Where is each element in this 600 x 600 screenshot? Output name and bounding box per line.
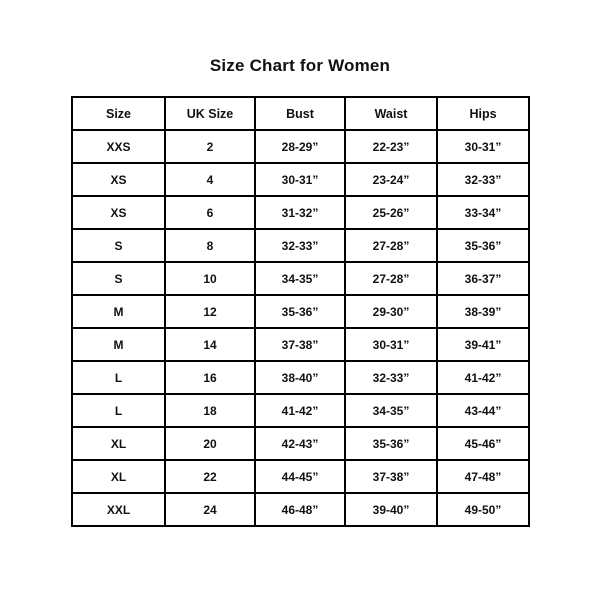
table-row: M 14 37-38” 30-31” 39-41” bbox=[71, 327, 530, 362]
cell-hips: 49-50” bbox=[436, 492, 530, 527]
cell-hips: 39-41” bbox=[436, 327, 530, 362]
cell-hips: 41-42” bbox=[436, 360, 530, 395]
table-row: XL 20 42-43” 35-36” 45-46” bbox=[71, 426, 530, 461]
cell-size: S bbox=[71, 228, 166, 263]
cell-uk-size: 10 bbox=[164, 261, 256, 296]
cell-uk-size: 14 bbox=[164, 327, 256, 362]
cell-uk-size: 22 bbox=[164, 459, 256, 494]
cell-bust: 37-38” bbox=[254, 327, 346, 362]
cell-size: M bbox=[71, 294, 166, 329]
table-row: XXL 24 46-48” 39-40” 49-50” bbox=[71, 492, 530, 527]
cell-waist: 32-33” bbox=[344, 360, 438, 395]
cell-size: XS bbox=[71, 162, 166, 197]
cell-bust: 44-45” bbox=[254, 459, 346, 494]
column-header-waist: Waist bbox=[344, 96, 438, 131]
cell-waist: 27-28” bbox=[344, 261, 438, 296]
cell-size: L bbox=[71, 360, 166, 395]
cell-uk-size: 16 bbox=[164, 360, 256, 395]
table-row: S 8 32-33” 27-28” 35-36” bbox=[71, 228, 530, 263]
cell-waist: 39-40” bbox=[344, 492, 438, 527]
cell-hips: 33-34” bbox=[436, 195, 530, 230]
cell-hips: 30-31” bbox=[436, 129, 530, 164]
cell-waist: 37-38” bbox=[344, 459, 438, 494]
table-row: M 12 35-36” 29-30” 38-39” bbox=[71, 294, 530, 329]
cell-uk-size: 4 bbox=[164, 162, 256, 197]
cell-bust: 35-36” bbox=[254, 294, 346, 329]
cell-uk-size: 8 bbox=[164, 228, 256, 263]
table-row: XS 4 30-31” 23-24” 32-33” bbox=[71, 162, 530, 197]
cell-size: XS bbox=[71, 195, 166, 230]
table-header: Size UK Size Bust Waist Hips bbox=[71, 96, 530, 131]
cell-hips: 43-44” bbox=[436, 393, 530, 428]
cell-bust: 42-43” bbox=[254, 426, 346, 461]
size-chart-table: Size UK Size Bust Waist Hips XXS 2 28-29” 2… bbox=[71, 96, 530, 527]
cell-waist: 30-31” bbox=[344, 327, 438, 362]
cell-hips: 45-46” bbox=[436, 426, 530, 461]
cell-bust: 38-40” bbox=[254, 360, 346, 395]
cell-hips: 47-48” bbox=[436, 459, 530, 494]
cell-bust: 30-31” bbox=[254, 162, 346, 197]
cell-waist: 22-23” bbox=[344, 129, 438, 164]
cell-size: XL bbox=[71, 459, 166, 494]
cell-bust: 28-29” bbox=[254, 129, 346, 164]
column-header-uk-size: UK Size bbox=[164, 96, 256, 131]
cell-uk-size: 2 bbox=[164, 129, 256, 164]
cell-uk-size: 20 bbox=[164, 426, 256, 461]
cell-hips: 35-36” bbox=[436, 228, 530, 263]
cell-size: XL bbox=[71, 426, 166, 461]
cell-waist: 23-24” bbox=[344, 162, 438, 197]
table-row: L 18 41-42” 34-35” 43-44” bbox=[71, 393, 530, 428]
cell-bust: 31-32” bbox=[254, 195, 346, 230]
table-row: XS 6 31-32” 25-26” 33-34” bbox=[71, 195, 530, 230]
size-chart-table-container: Size UK Size Bust Waist Hips XXS 2 28-29” 2… bbox=[71, 96, 530, 527]
cell-bust: 41-42” bbox=[254, 393, 346, 428]
cell-waist: 34-35” bbox=[344, 393, 438, 428]
table-header-row: Size UK Size Bust Waist Hips bbox=[71, 96, 530, 131]
cell-bust: 34-35” bbox=[254, 261, 346, 296]
cell-size: L bbox=[71, 393, 166, 428]
table-row: XXS 2 28-29” 22-23” 30-31” bbox=[71, 129, 530, 164]
cell-hips: 32-33” bbox=[436, 162, 530, 197]
table-row: XL 22 44-45” 37-38” 47-48” bbox=[71, 459, 530, 494]
cell-waist: 25-26” bbox=[344, 195, 438, 230]
cell-waist: 35-36” bbox=[344, 426, 438, 461]
cell-size: S bbox=[71, 261, 166, 296]
cell-hips: 36-37” bbox=[436, 261, 530, 296]
column-header-hips: Hips bbox=[436, 96, 530, 131]
cell-size: M bbox=[71, 327, 166, 362]
cell-size: XXL bbox=[71, 492, 166, 527]
column-header-bust: Bust bbox=[254, 96, 346, 131]
table-body: XXS 2 28-29” 22-23” 30-31” XS 4 30-31” 23-24” 32-… bbox=[71, 129, 530, 527]
cell-uk-size: 18 bbox=[164, 393, 256, 428]
cell-waist: 29-30” bbox=[344, 294, 438, 329]
cell-uk-size: 12 bbox=[164, 294, 256, 329]
cell-bust: 32-33” bbox=[254, 228, 346, 263]
column-header-size: Size bbox=[71, 96, 166, 131]
cell-uk-size: 6 bbox=[164, 195, 256, 230]
page-title: Size Chart for Women bbox=[209, 56, 391, 75]
cell-bust: 46-48” bbox=[254, 492, 346, 527]
table-row: S 10 34-35” 27-28” 36-37” bbox=[71, 261, 530, 296]
cell-uk-size: 24 bbox=[164, 492, 256, 527]
table-row: L 16 38-40” 32-33” 41-42” bbox=[71, 360, 530, 395]
cell-hips: 38-39” bbox=[436, 294, 530, 329]
cell-waist: 27-28” bbox=[344, 228, 438, 263]
cell-size: XXS bbox=[71, 129, 166, 164]
